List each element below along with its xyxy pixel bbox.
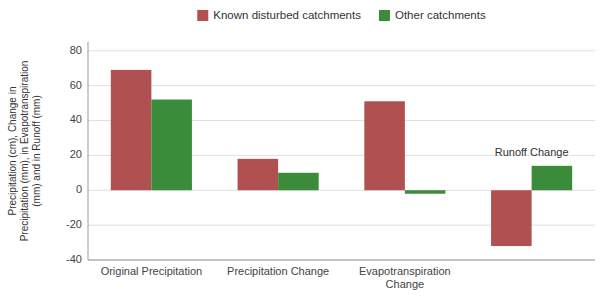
bar bbox=[278, 173, 319, 190]
chart: -40 -20 0 20 40 60 80 Original Precipitation Pre… bbox=[0, 0, 609, 306]
bar bbox=[491, 190, 532, 246]
bar bbox=[151, 100, 192, 191]
bars bbox=[111, 70, 572, 246]
x-axis: Original Precipitation Precipitation Chan… bbox=[101, 265, 451, 290]
y-axis-label: Precipitation (cm), Change inPrecipitati… bbox=[7, 61, 42, 242]
bar bbox=[111, 70, 152, 190]
y-tick-label: 80 bbox=[70, 44, 82, 56]
legend-swatch bbox=[379, 10, 390, 21]
x-axis-line bbox=[88, 260, 595, 261]
bar bbox=[532, 166, 573, 190]
grid-line bbox=[88, 260, 595, 261]
y-tick-label: 60 bbox=[70, 79, 82, 91]
y-tick-label: 20 bbox=[70, 148, 82, 160]
annotation: Runoff Change bbox=[495, 146, 569, 158]
legend: Known disturbed catchments Other catchmen… bbox=[197, 9, 486, 21]
legend-swatch bbox=[197, 10, 208, 21]
bar bbox=[405, 190, 446, 193]
y-axis: -40 -20 0 20 40 60 80 bbox=[66, 44, 595, 265]
bar bbox=[364, 101, 405, 190]
x-tick-label: Original Precipitation bbox=[101, 265, 203, 277]
y-tick-label: 40 bbox=[70, 113, 82, 125]
y-axis-line bbox=[88, 42, 89, 260]
x-tick-label: Precipitation Change bbox=[227, 265, 329, 277]
legend-label: Known disturbed catchments bbox=[213, 9, 361, 21]
y-tick-label: -20 bbox=[66, 218, 82, 230]
bar bbox=[238, 159, 279, 190]
grid-line bbox=[88, 85, 595, 86]
y-tick-label: -40 bbox=[66, 253, 82, 265]
grid-line bbox=[88, 50, 595, 51]
legend-label: Other catchments bbox=[395, 9, 486, 21]
x-tick-label: EvapotranspirationChange bbox=[359, 265, 451, 290]
y-tick-label: 0 bbox=[76, 183, 82, 195]
